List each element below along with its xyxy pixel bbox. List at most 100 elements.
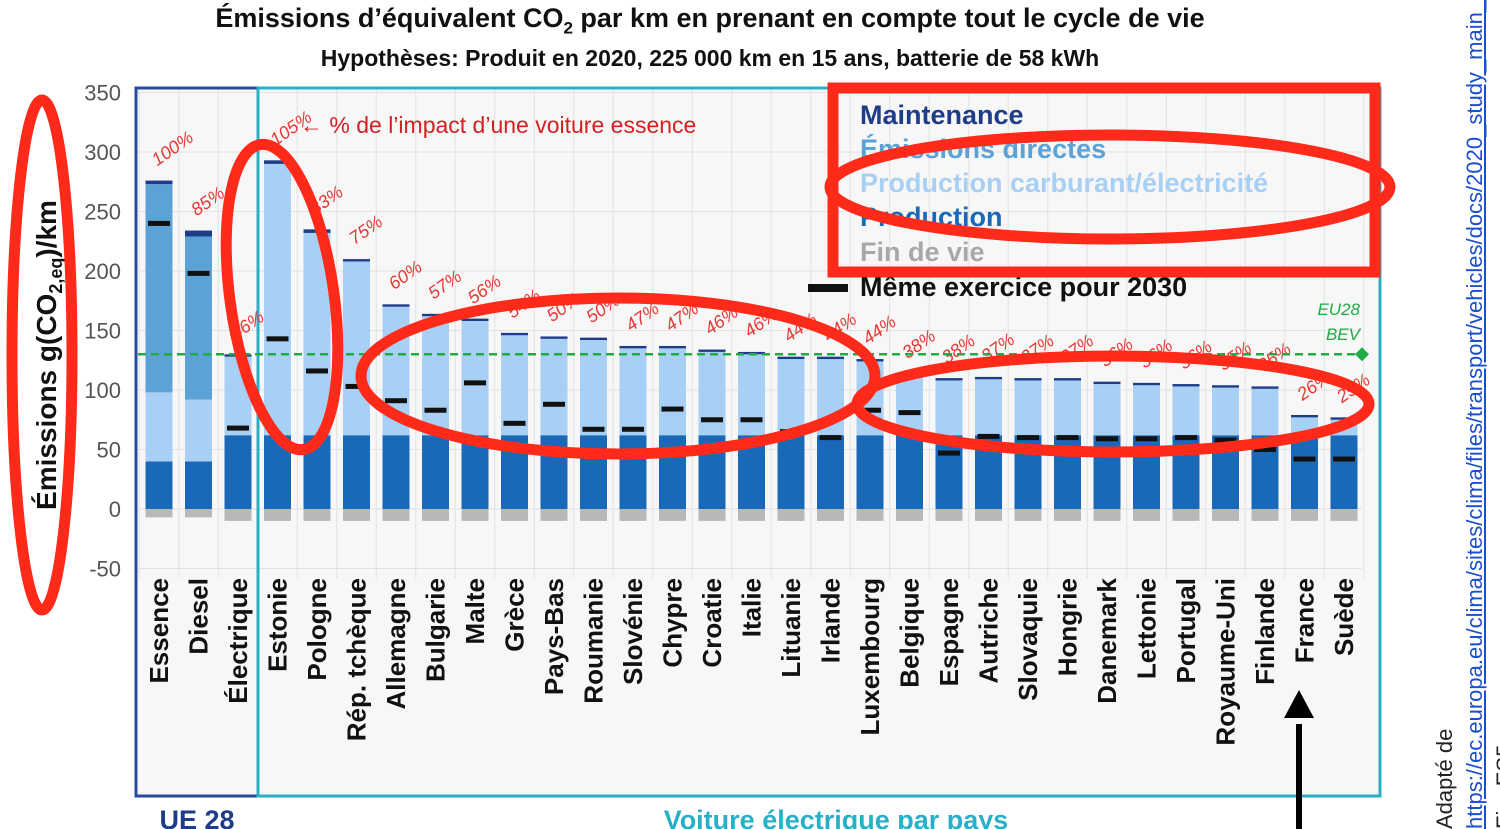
bar-segment-fin-de-vie — [975, 509, 1002, 521]
marker-2030 — [306, 368, 328, 374]
bar-segment-maintenance — [580, 337, 607, 341]
x-tick-label: Pologne — [302, 578, 332, 681]
annotation-percent-impact: ← % de l’impact d’une voiture essence — [300, 112, 696, 138]
bar-segment-fin-de-vie — [659, 509, 686, 521]
bar-segment-fin-de-vie — [619, 509, 647, 521]
y-axis: 350 300 250 200 150 100 50 0 -50 — [84, 81, 121, 582]
bar-segment-fin-de-vie — [896, 509, 923, 521]
bar-segment-carburant — [935, 380, 963, 436]
bar-segment-maintenance — [975, 376, 1002, 380]
marker-2030 — [740, 417, 763, 423]
source-credit: Adapté de https://ec.europa.eu/clima/sit… — [1430, 0, 1500, 829]
x-tick-label: Lettonie — [1132, 578, 1162, 679]
x-axis-labels: Essence Diesel Électrique Estonie Pologne Rép… — [144, 577, 1359, 745]
bar-segment-production — [422, 435, 449, 509]
bar-segment-fin-de-vie — [1330, 509, 1358, 521]
bar-segment-maintenance — [659, 345, 686, 349]
bar-segment-fin-de-vie — [461, 509, 489, 521]
highlight-middle — [355, 292, 881, 460]
marker-2030 — [424, 407, 447, 413]
x-tick-label: Électrique — [223, 578, 253, 704]
x-tick-label: Luxembourg — [855, 578, 885, 735]
bar-segment-carburant — [1054, 380, 1081, 436]
bar-segment-production — [382, 435, 410, 509]
bar-segment-carburant — [422, 316, 449, 436]
bar-segment-carburant — [738, 354, 765, 436]
x-tick-label: Estonie — [263, 578, 293, 672]
bar-segment-directes — [185, 236, 212, 400]
bar-segment-fin-de-vie — [224, 509, 252, 521]
marker-2030 — [1175, 435, 1197, 441]
bar-segment-production — [817, 435, 844, 509]
bar-segment-directes — [145, 184, 173, 393]
legend: Maintenance Émissions directes Productio… — [808, 100, 1268, 302]
marker-2030 — [622, 426, 644, 432]
bar-segment-maintenance — [422, 313, 449, 317]
bar-segment-maintenance — [264, 160, 291, 164]
x-tick-label: Lituanie — [776, 578, 806, 678]
bar-segment-maintenance — [1291, 414, 1318, 418]
x-tick-label: Portugal — [1171, 578, 1201, 683]
red-highlights — [6, 82, 1396, 616]
highlight-ylabel — [6, 94, 78, 616]
bar-segment-production — [145, 461, 173, 509]
x-tick-label: Slovénie — [618, 578, 648, 685]
bar-segment-carburant — [145, 392, 173, 462]
x-tick-label: Hongrie — [1053, 578, 1083, 676]
marker-2030 — [701, 417, 723, 423]
bar-segment-production — [343, 435, 370, 509]
bar-segment-carburant — [1212, 387, 1239, 436]
bar-segment-maintenance — [185, 230, 212, 237]
bar-segment-fin-de-vie — [1251, 509, 1279, 521]
x-tick-label: Rép. tchèque — [342, 578, 372, 741]
bar-segment-fin-de-vie — [1212, 509, 1239, 521]
chart-title: Émissions d’équivalent CO2 par km en pre… — [215, 3, 1205, 38]
marker-2030 — [977, 433, 1000, 439]
highlight-carburant-legend — [824, 129, 1396, 245]
bar-segment-production — [185, 461, 212, 509]
chart: 350 300 250 200 150 100 50 0 -50 Émissions g(CO2… — [6, 81, 1396, 829]
bev-label: BEV — [1326, 325, 1362, 344]
bar-segment-carburant — [1251, 388, 1279, 436]
bar-segment-maintenance — [1093, 381, 1121, 385]
bar-segment-production — [619, 435, 647, 509]
marker-2030 — [898, 410, 921, 416]
x-tick-label: Espagne — [934, 578, 964, 686]
bar-segment-maintenance — [1054, 378, 1081, 381]
bar-segment-fin-de-vie — [264, 509, 291, 521]
bar-segment-carburant — [1172, 386, 1200, 436]
bar-segment-fin-de-vie — [422, 509, 449, 521]
marker-2030 — [464, 380, 486, 386]
bar-segment-carburant — [1133, 385, 1160, 436]
y-tick-label: 250 — [84, 200, 121, 225]
marker-2030 — [1254, 447, 1276, 452]
marker-2030 — [345, 383, 368, 389]
marker-2030 — [1214, 437, 1237, 443]
marker-2030 — [859, 407, 881, 413]
x-tick-label: Finlande — [1250, 578, 1280, 685]
legend-carburant: Production carburant/électricité — [860, 168, 1268, 198]
marker-2030 — [148, 220, 170, 226]
bar-segment-fin-de-vie — [738, 509, 765, 521]
bar-segment-production — [224, 435, 252, 509]
bar-segment-production — [896, 435, 923, 509]
bar-segment-fin-de-vie — [777, 509, 805, 521]
marker-2030 — [1096, 436, 1118, 442]
bar-segment-maintenance — [501, 332, 528, 336]
bar-segment-maintenance — [777, 356, 805, 360]
marker-2030 — [1293, 456, 1316, 462]
bar-segment-carburant — [698, 351, 726, 436]
source-link[interactable]: https://ec.europa.eu/clima/sites/clima/f… — [1462, 0, 1487, 829]
bar-segment-maintenance — [817, 356, 844, 360]
bar-segment-fin-de-vie — [1133, 509, 1160, 521]
bar-segment-maintenance — [540, 336, 568, 339]
x-tick-label: Allemagne — [381, 578, 411, 710]
marker-2030 — [819, 435, 842, 441]
bar-segment-fin-de-vie — [145, 509, 173, 518]
bar-segment-fin-de-vie — [1291, 509, 1318, 521]
bar-segment-production — [1330, 435, 1358, 509]
bar-segment-fin-de-vie — [1172, 509, 1200, 521]
bar-segment-maintenance — [461, 318, 489, 321]
bar-segment-carburant — [975, 379, 1002, 436]
y-tick-label: -50 — [89, 557, 121, 582]
